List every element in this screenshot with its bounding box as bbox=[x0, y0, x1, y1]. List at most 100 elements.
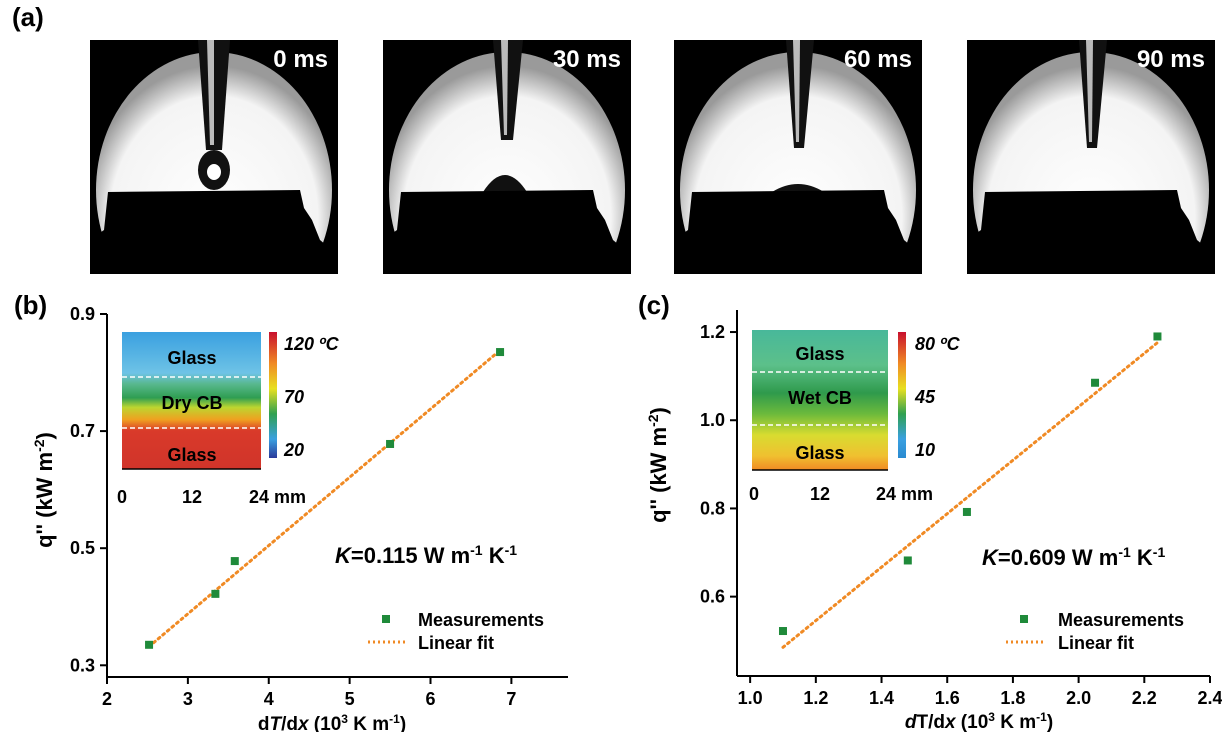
data-point-b bbox=[211, 589, 220, 598]
data-point-b bbox=[145, 640, 154, 649]
data-point-c bbox=[1091, 378, 1100, 387]
data-point-b bbox=[386, 439, 395, 448]
inset-c-label-top: Glass bbox=[795, 344, 844, 364]
y-tick-label-b: 0.7 bbox=[70, 421, 95, 441]
x-tick-label-b: 3 bbox=[183, 689, 193, 709]
inset-b-label-middle: Dry CB bbox=[161, 393, 222, 413]
photo-time-label: 30 ms bbox=[552, 46, 621, 73]
fit-line-c bbox=[781, 341, 1159, 649]
data-point-c bbox=[903, 556, 912, 565]
k-annotation-c-text: =0.609 W m bbox=[998, 545, 1118, 570]
inset-b-colorbar bbox=[269, 332, 277, 458]
x-tick-label-c: 1.2 bbox=[803, 688, 828, 708]
droplet-photo-30ms: 30 ms bbox=[383, 40, 631, 274]
legend-c: Measurements Linear fit bbox=[1006, 610, 1184, 653]
k-annotation-b: K=0.115 W m-1 K-1 bbox=[335, 542, 517, 568]
chart-b: q'' (kW m-2) 2 3 4 5 6 7 0.3 0.5 0.7 0.9 Glass Dr… bbox=[31, 304, 568, 732]
inset-c-x-tick-0: 0 bbox=[749, 484, 759, 504]
k-annotation-b-text: =0.115 W m bbox=[351, 543, 470, 568]
panel-label-b: (b) bbox=[14, 290, 48, 320]
data-point-b bbox=[230, 557, 239, 566]
droplet-photo-0ms-image bbox=[90, 40, 338, 274]
k-annotation-b-mid: K bbox=[483, 543, 505, 568]
k-annotation-c-sup2: -1 bbox=[1153, 544, 1166, 560]
x-tick-label-b: 5 bbox=[345, 689, 355, 709]
k-annotation-c: K=0.609 W m-1 K-1 bbox=[982, 544, 1165, 570]
x-tick-label-b: 4 bbox=[264, 689, 274, 709]
legend-b-measurements: Measurements bbox=[418, 610, 544, 630]
inset-c-label-middle: Wet CB bbox=[788, 388, 852, 408]
droplet-photo-30ms-image bbox=[383, 40, 631, 274]
k-annotation-c-sup1: -1 bbox=[1118, 544, 1131, 560]
x-tick-label-c: 1.0 bbox=[738, 688, 763, 708]
x-tick-label-c: 2.0 bbox=[1066, 688, 1091, 708]
y-axis-title-b: q'' (kW m-2) bbox=[31, 432, 57, 548]
k-annotation-b-symbol: K bbox=[335, 543, 353, 568]
axes-b: 2 3 4 5 6 7 0.3 0.5 0.7 0.9 bbox=[70, 304, 568, 709]
droplet-photo-60ms-image bbox=[674, 40, 922, 274]
inset-c-cbar-tick-mid: 45 bbox=[914, 387, 936, 407]
inset-b-x-tick-0: 0 bbox=[117, 487, 127, 507]
inset-b-cbar-tick-mid: 70 bbox=[284, 387, 304, 407]
y-tick-label-b: 0.5 bbox=[70, 538, 95, 558]
legend-c-linear-fit: Linear fit bbox=[1058, 633, 1134, 653]
inset-c-cbar-tick-bottom: 10 bbox=[915, 440, 935, 460]
y-axis-title-b-text: q'' (kW m-2) bbox=[31, 432, 57, 548]
droplet-photo-90ms-image bbox=[967, 40, 1215, 274]
data-point-c bbox=[962, 507, 971, 516]
photo-time-label: 0 ms bbox=[273, 46, 328, 73]
data-point-c bbox=[778, 627, 787, 636]
inset-c-x-tick-12: 12 bbox=[810, 484, 830, 504]
x-tick-label-c: 2.4 bbox=[1197, 688, 1222, 708]
k-annotation-b-sup2: -1 bbox=[505, 542, 518, 558]
x-tick-label-c: 1.8 bbox=[1000, 688, 1025, 708]
k-annotation-c-mid: K bbox=[1131, 545, 1153, 570]
inset-c-label-bottom: Glass bbox=[795, 443, 844, 463]
legend-b-marker-swatch bbox=[382, 615, 390, 623]
k-annotation-b-sup1: -1 bbox=[470, 542, 483, 558]
marks-b bbox=[145, 348, 505, 649]
x-tick-label-c: 2.2 bbox=[1132, 688, 1157, 708]
y-axis-title-c-text: q'' (kW m-2) bbox=[645, 407, 671, 523]
x-tick-label-c: 1.4 bbox=[869, 688, 894, 708]
inset-b-x-tick-12: 12 bbox=[182, 487, 202, 507]
inset-c-colorbar bbox=[898, 332, 906, 458]
y-tick-label-b: 0.9 bbox=[70, 304, 95, 324]
droplet-photo-60ms: 60 ms bbox=[674, 40, 922, 274]
chart-c: q'' (kW m-2) 1.0 1.2 1.4 1.6 1.8 2.0 2.2 2.4 0.6… bbox=[645, 310, 1222, 732]
y-tick-label-c: 1.0 bbox=[700, 410, 725, 430]
y-tick-label-c: 0.6 bbox=[700, 587, 725, 607]
inset-b-label-bottom: Glass bbox=[167, 445, 216, 465]
x-tick-label-b: 6 bbox=[426, 689, 436, 709]
inset-b-label-top: Glass bbox=[167, 348, 216, 368]
x-tick-label-b: 2 bbox=[102, 689, 112, 709]
inset-b-x-tick-24: 24 mm bbox=[249, 487, 306, 507]
droplet-photo-0ms: 0 ms bbox=[90, 40, 338, 274]
x-axis-title-b: dT/dx (103 K m-1) bbox=[258, 712, 406, 732]
legend-b: Measurements Linear fit bbox=[368, 610, 544, 653]
legend-c-measurements: Measurements bbox=[1058, 610, 1184, 630]
panel-label-a: (a) bbox=[12, 2, 44, 32]
x-tick-label-b: 7 bbox=[506, 689, 516, 709]
y-tick-label-b: 0.3 bbox=[70, 655, 95, 675]
legend-c-marker-swatch bbox=[1020, 615, 1028, 623]
inset-c-cbar-tick-top: 80 ºC bbox=[915, 334, 961, 354]
panel-label-c: (c) bbox=[638, 290, 670, 320]
inset-c-x-tick-24: 24 mm bbox=[876, 484, 933, 504]
k-annotation-c-symbol: K bbox=[982, 545, 1000, 570]
inset-b: Glass Dry CB Glass 120 ºC 70 20 0 12 24 … bbox=[117, 332, 340, 507]
x-tick-label-c: 1.6 bbox=[935, 688, 960, 708]
inset-b-cbar-tick-bottom: 20 bbox=[283, 440, 304, 460]
droplet-photo-90ms: 90 ms bbox=[967, 40, 1215, 274]
inset-c: Glass Wet CB Glass 80 ºC 45 10 0 12 24 m… bbox=[749, 330, 961, 504]
x-axis-title-c: dT/dx (103 K m-1) bbox=[905, 710, 1053, 732]
inset-b-image bbox=[122, 332, 261, 469]
inset-c-image bbox=[752, 330, 888, 470]
photo-time-label: 90 ms bbox=[1136, 46, 1205, 73]
inset-b-cbar-tick-top: 120 ºC bbox=[284, 334, 340, 354]
data-point-c bbox=[1153, 332, 1162, 341]
y-tick-label-c: 0.8 bbox=[700, 498, 725, 518]
fit-line-b bbox=[147, 348, 502, 649]
marks-c bbox=[778, 332, 1162, 649]
axes-c: 1.0 1.2 1.4 1.6 1.8 2.0 2.2 2.4 0.6 0.8 1.0 1.2 bbox=[700, 310, 1222, 708]
